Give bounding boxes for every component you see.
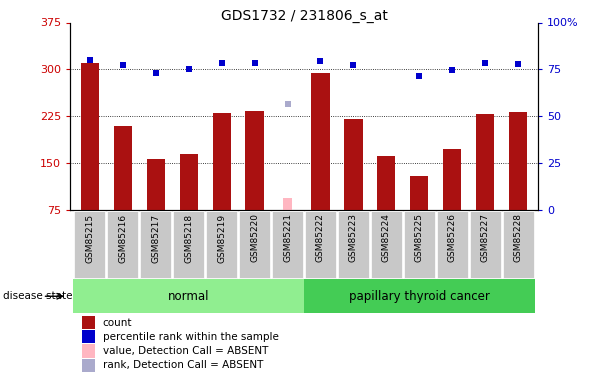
- Bar: [114, 126, 132, 210]
- Text: normal: normal: [168, 290, 209, 303]
- Bar: [378, 156, 395, 210]
- Text: GSM85228: GSM85228: [514, 213, 523, 262]
- Text: GSM85218: GSM85218: [184, 213, 193, 262]
- Text: disease state: disease state: [3, 291, 72, 301]
- Bar: [81, 63, 98, 210]
- Text: value, Detection Call = ABSENT: value, Detection Call = ABSENT: [103, 346, 268, 356]
- Bar: [305, 211, 336, 278]
- Text: GSM85226: GSM85226: [448, 213, 457, 262]
- Bar: [179, 154, 198, 210]
- Text: GSM85215: GSM85215: [85, 213, 94, 262]
- Bar: [437, 211, 468, 278]
- Bar: [73, 279, 304, 313]
- Bar: [443, 149, 461, 210]
- Bar: [246, 111, 264, 210]
- Bar: [476, 114, 494, 210]
- Bar: [173, 211, 204, 278]
- Bar: [147, 159, 165, 210]
- Text: GSM85217: GSM85217: [151, 213, 160, 262]
- Bar: [338, 211, 369, 278]
- Bar: [239, 211, 270, 278]
- Text: GSM85216: GSM85216: [118, 213, 127, 262]
- Text: rank, Detection Call = ABSENT: rank, Detection Call = ABSENT: [103, 360, 263, 370]
- Text: GSM85219: GSM85219: [217, 213, 226, 262]
- Text: GSM85224: GSM85224: [382, 213, 391, 262]
- Bar: [311, 72, 330, 210]
- Bar: [74, 211, 105, 278]
- Bar: [410, 176, 429, 210]
- Text: GSM85222: GSM85222: [316, 213, 325, 262]
- Text: GSM85220: GSM85220: [250, 213, 259, 262]
- Text: GDS1732 / 231806_s_at: GDS1732 / 231806_s_at: [221, 9, 387, 23]
- Text: papillary thyroid cancer: papillary thyroid cancer: [349, 290, 490, 303]
- Bar: [272, 211, 303, 278]
- Bar: [503, 211, 534, 278]
- Bar: [107, 211, 138, 278]
- Bar: [404, 211, 435, 278]
- Bar: [470, 211, 501, 278]
- Text: GSM85225: GSM85225: [415, 213, 424, 262]
- Bar: [206, 211, 237, 278]
- Bar: [304, 279, 535, 313]
- Text: GSM85227: GSM85227: [481, 213, 490, 262]
- Text: GSM85221: GSM85221: [283, 213, 292, 262]
- Bar: [140, 211, 171, 278]
- Bar: [510, 112, 527, 210]
- Bar: [344, 119, 362, 210]
- Text: count: count: [103, 318, 133, 327]
- Bar: [283, 198, 292, 210]
- Bar: [213, 113, 230, 210]
- Text: percentile rank within the sample: percentile rank within the sample: [103, 332, 278, 342]
- Text: GSM85223: GSM85223: [349, 213, 358, 262]
- Bar: [371, 211, 402, 278]
